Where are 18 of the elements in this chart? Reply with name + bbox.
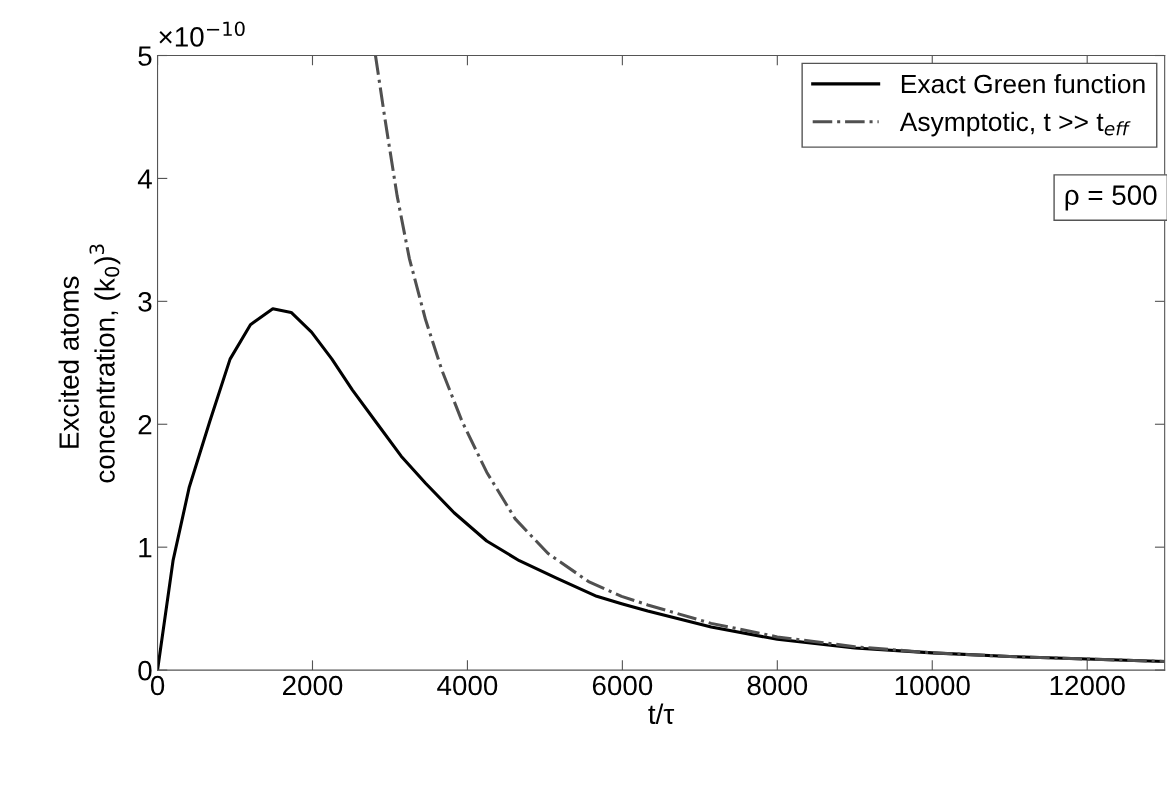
y-tick-label: 1	[139, 538, 152, 558]
x-tick-label: 4000	[437, 675, 498, 696]
x-tick-label: 6000	[592, 675, 653, 696]
x-tick-label: 10000	[895, 675, 970, 696]
y-tick-label: 4	[137, 169, 152, 189]
legend-label: Asymptotic, t >> t$_{eff}$	[899, 111, 1131, 137]
y-tick-label: 0	[138, 660, 152, 681]
y-tick-label: 3	[138, 292, 152, 312]
x-tick-label: 12000	[1050, 675, 1125, 696]
text: ×10$^{−10}$	[159, 21, 245, 47]
x-tick-label: 2000	[282, 675, 343, 696]
x-axis-title: t/τ	[648, 703, 675, 725]
annotation: ρ = 500	[1065, 185, 1157, 211]
legend-label: Exact Green function	[901, 73, 1145, 94]
y-tick-label: 2	[138, 414, 152, 435]
y-tick-label: 5	[138, 46, 152, 66]
y-axis-title: Excited atoms concentration, (k$_{0}$)$^{3}$	[58, 244, 121, 483]
x-tick-label: 8000	[747, 675, 808, 696]
